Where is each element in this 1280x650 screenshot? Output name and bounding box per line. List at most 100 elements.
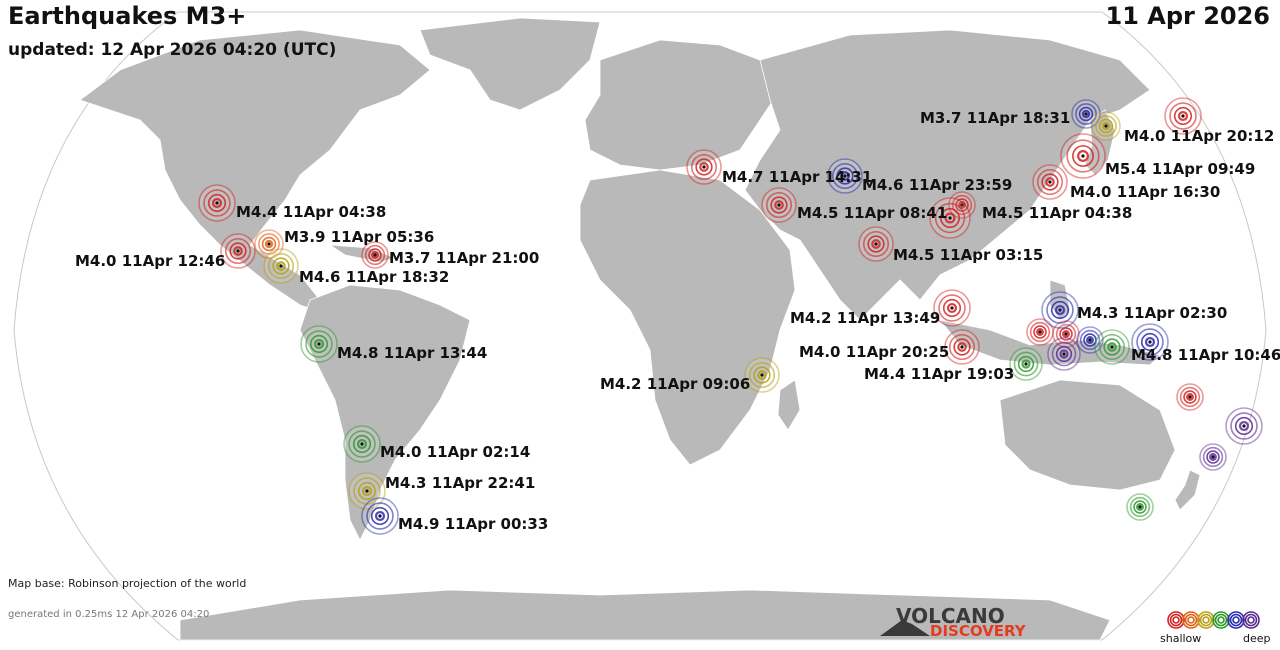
quake-label-q-caribbean: M3.7 11Apr 21:00 xyxy=(389,249,539,267)
quake-label-q-mexico-2: M4.0 11Apr 12:46 xyxy=(75,252,225,270)
quake-marker-q-philippines[interactable] xyxy=(1041,291,1079,329)
map-base-note: Map base: Robinson projection of the wor… xyxy=(8,577,247,590)
quake-marker-q-japan-1[interactable] xyxy=(1071,99,1101,129)
legend-ring-2-1 xyxy=(1199,613,1213,627)
legend-ring-0-2 xyxy=(1172,616,1180,624)
quake-label-q-chile-1: M4.0 11Apr 02:14 xyxy=(380,443,530,461)
quake-marker-q-turkey[interactable] xyxy=(686,149,722,185)
legend-ring-2-0 xyxy=(1197,611,1215,629)
quake-marker-q-india[interactable] xyxy=(858,226,894,262)
label-layer: M4.6 11Apr 23:59 M3.7 11Apr 18:31 M4.0 11A… xyxy=(75,109,1280,533)
depth-legend: shallow deep xyxy=(1158,606,1278,648)
quake-label-q-east-africa: M4.2 11Apr 09:06 xyxy=(600,375,750,393)
quake-label-q-mexico-1: M3.9 11Apr 05:36 xyxy=(284,228,434,246)
quake-label-q-japan-3: M5.4 11Apr 09:49 xyxy=(1105,160,1255,178)
quake-marker-q-peru[interactable] xyxy=(300,325,338,363)
marker-pacific-1[interactable] xyxy=(1164,97,1202,135)
quake-marker-q-chile-3[interactable] xyxy=(361,497,399,535)
quake-label-q-philippines: M4.3 11Apr 02:30 xyxy=(1077,304,1227,322)
logo-text-volcano: VOLCANO xyxy=(896,604,1005,628)
marker-papua[interactable] xyxy=(1094,329,1130,365)
quake-label-q-india: M4.5 11Apr 03:15 xyxy=(893,246,1043,264)
volcano-icon xyxy=(880,620,930,636)
legend-ring-5-2 xyxy=(1247,616,1255,624)
legend-ring-1-0 xyxy=(1182,611,1200,629)
legend-ring-2-2 xyxy=(1202,616,1210,624)
legend-ring-0-1 xyxy=(1169,613,1183,627)
legend-ring-3-2 xyxy=(1217,616,1225,624)
map-date: 11 Apr 2026 xyxy=(1105,2,1271,30)
europe-shape xyxy=(584,39,781,171)
madagascar-shape xyxy=(777,379,801,431)
quake-marker-q-java[interactable] xyxy=(1009,347,1043,381)
marker-vanuatu[interactable] xyxy=(1225,407,1263,445)
new-zealand-shape xyxy=(1174,469,1201,511)
north-america-shape xyxy=(79,29,431,316)
legend-ring-1-1 xyxy=(1184,613,1198,627)
quake-label-q-java: M4.4 11Apr 19:03 xyxy=(864,365,1014,383)
quake-marker-q-chile-1[interactable] xyxy=(343,425,381,463)
marker-sulawesi-1[interactable] xyxy=(1026,318,1054,346)
legend-ring-3-1 xyxy=(1214,613,1228,627)
quake-label-q-japan-1: M3.7 11Apr 18:31 xyxy=(920,109,1070,127)
quake-label-q-png: M4.8 11Apr 10:46 xyxy=(1131,346,1280,364)
logo-text-discovery: DISCOVERY xyxy=(930,622,1026,640)
asia-shape xyxy=(744,29,1151,321)
quake-label-q-iran-14-31: M4.6 11Apr 23:59 xyxy=(862,176,1012,194)
quake-marker-q-mexico-2[interactable] xyxy=(220,233,256,269)
legend-ring-4-0 xyxy=(1227,611,1245,629)
legend-ring-5-1 xyxy=(1244,613,1258,627)
quake-label-q-us-south: M4.4 11Apr 04:38 xyxy=(236,203,386,221)
legend-ring-4-1 xyxy=(1229,613,1243,627)
marker-fiji[interactable] xyxy=(1199,443,1227,471)
quake-marker-q-png[interactable] xyxy=(1131,323,1169,361)
quake-label-q-myanmar: M4.5 11Apr 04:38 xyxy=(982,204,1132,222)
legend-ring-3-0 xyxy=(1212,611,1230,629)
marker-molucca[interactable] xyxy=(1076,326,1104,354)
quake-marker-q-andaman[interactable] xyxy=(933,289,971,327)
quake-marker-q-iran-14-31[interactable] xyxy=(827,158,863,194)
quake-marker-q-japan-3[interactable] xyxy=(1060,133,1106,179)
quake-marker-q-chile-2[interactable] xyxy=(348,472,386,510)
quake-label-q-chile-2: M4.3 11Apr 22:41 xyxy=(385,474,535,492)
quake-label-q-turkey: M4.7 11Apr 14:31 xyxy=(722,168,872,186)
volcanodiscovery-logo[interactable]: VOLCANO DISCOVERY xyxy=(880,604,1040,644)
quake-marker-q-iran[interactable] xyxy=(761,187,797,223)
quake-marker-q-myanmar[interactable] xyxy=(929,197,971,239)
quake-label-q-sumatra: M4.0 11Apr 20:25 xyxy=(799,343,949,361)
legend-ring-0-0 xyxy=(1167,611,1185,629)
quake-label-q-andaman: M4.2 11Apr 13:49 xyxy=(790,309,940,327)
legend-ring-1-2 xyxy=(1187,616,1195,624)
quake-label-q-chile-3: M4.9 11Apr 00:33 xyxy=(398,515,548,533)
depth-legend-rings xyxy=(1167,611,1260,629)
antarctica-shape xyxy=(179,589,1111,641)
generated-note: generated in 0.25ms 12 Apr 2026 04:20 xyxy=(8,609,210,620)
quake-label-q-china-taiwan: M4.0 11Apr 16:30 xyxy=(1070,183,1220,201)
quake-marker-q-japan-2[interactable] xyxy=(1091,111,1121,141)
quake-marker-q-mexico-1[interactable] xyxy=(254,229,284,259)
marker-banda[interactable] xyxy=(1047,337,1081,371)
marker-solomon[interactable] xyxy=(1176,383,1204,411)
legend-ring-5-0 xyxy=(1242,611,1260,629)
greenland-shape xyxy=(419,17,601,111)
quake-marker-q-sumatra[interactable] xyxy=(944,329,980,365)
legend-deep: deep xyxy=(1243,632,1271,645)
australia-shape xyxy=(999,379,1176,491)
quake-marker-q-china-taiwan[interactable] xyxy=(1032,164,1068,200)
legend-shallow: shallow xyxy=(1160,632,1202,645)
quake-marker-q-caribbean[interactable] xyxy=(361,241,389,269)
caribbean-shape xyxy=(328,244,397,263)
marker-kermadec[interactable] xyxy=(1126,493,1154,521)
indonesia-shape xyxy=(939,319,1161,366)
quake-label-q-central-america: M4.6 11Apr 18:32 xyxy=(299,268,449,286)
quake-marker-q-east-africa[interactable] xyxy=(744,357,780,393)
landmasses xyxy=(79,17,1201,641)
quake-layer xyxy=(198,97,1263,535)
quake-marker-q-us-south[interactable] xyxy=(198,184,236,222)
legend-ring-4-2 xyxy=(1232,616,1240,624)
quake-label-q-iran: M4.5 11Apr 08:41 xyxy=(797,204,947,222)
quake-label-q-japan-2: M4.0 11Apr 20:12 xyxy=(1124,127,1274,145)
quake-marker-q-central-america[interactable] xyxy=(263,248,299,284)
